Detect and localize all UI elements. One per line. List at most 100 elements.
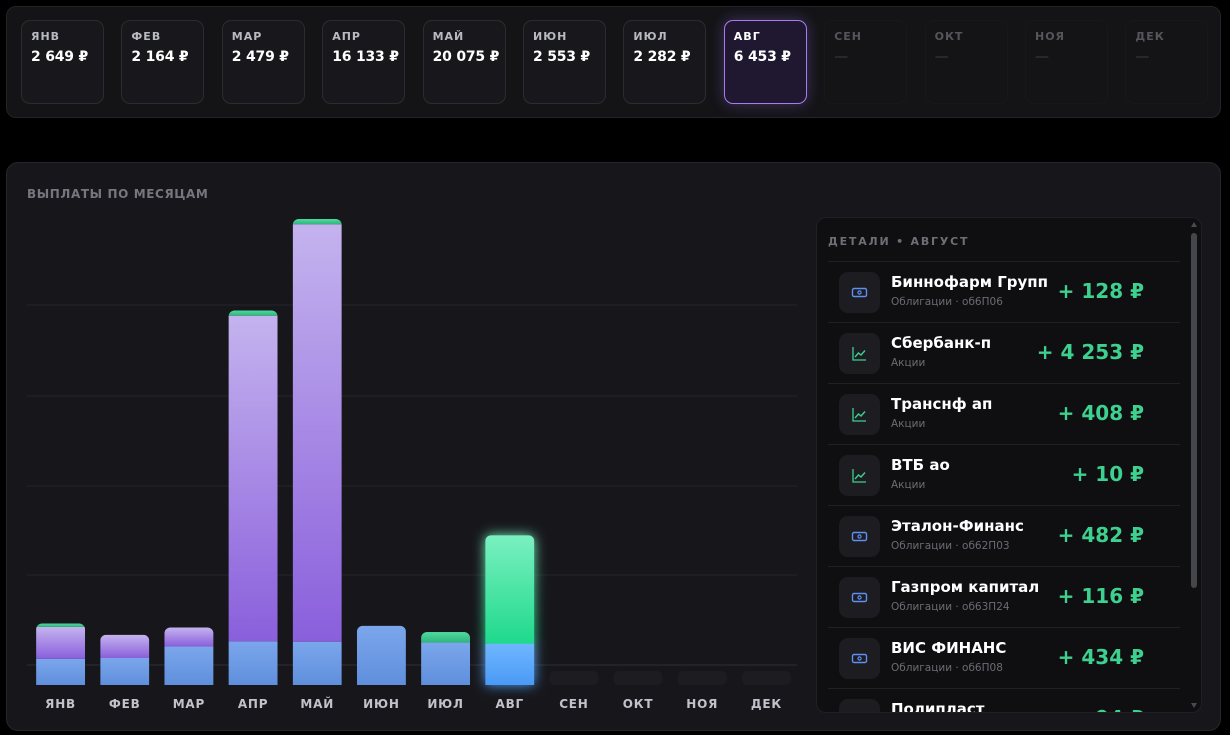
month-card-5[interactable]: МАЙ 20 075 ₽ <box>422 20 506 104</box>
details-scrollbar[interactable] <box>1190 222 1198 708</box>
x-tick-label-НОЯ: НОЯ <box>686 697 718 711</box>
bar-empty-ДЕК[interactable] <box>741 671 791 685</box>
bar-СЕН[interactable] <box>549 671 599 685</box>
month-card-4[interactable]: АПР 16 133 ₽ <box>322 20 406 104</box>
bar-ИЮН[interactable] <box>356 625 406 685</box>
month-card-label: НОЯ <box>1035 30 1066 43</box>
x-tick-label-ОКТ: ОКТ <box>623 697 654 711</box>
scroll-up-arrow-icon[interactable] <box>1191 222 1197 227</box>
detail-name: Биннофарм Групп <box>891 273 1049 291</box>
month-strip: ЯНВ 2 649 ₽ ФЕВ 2 164 ₽ МАР 2 479 ₽ АПР 16 133 … <box>6 6 1221 118</box>
stock-chart-icon <box>839 394 880 435</box>
bar-empty-СЕН[interactable] <box>549 671 599 685</box>
bar-АВГ[interactable] <box>485 535 535 685</box>
stock-chart-icon <box>839 333 880 374</box>
bar-МАР[interactable] <box>164 627 214 685</box>
bar-ИЮЛ[interactable] <box>421 632 471 685</box>
detail-subtitle: Акции <box>891 479 926 491</box>
month-card-label: СЕН <box>834 30 862 43</box>
bar-segment-ФЕВ-0 <box>100 658 150 685</box>
payouts-panel: ВЫПЛАТЫ ПО МЕСЯЦАМ <box>6 162 1221 731</box>
bar-segment-АВГ-0 <box>485 643 535 685</box>
chart-title: ВЫПЛАТЫ ПО МЕСЯЦАМ <box>27 187 209 201</box>
month-card-label: АВГ <box>733 30 761 43</box>
bar-segment-МАЙ-0 <box>292 641 342 685</box>
month-card-value: 2 282 ₽ <box>633 49 691 65</box>
month-card-label: МАР <box>231 30 263 43</box>
month-card-9[interactable]: СЕН — <box>824 20 908 104</box>
month-card-7[interactable]: ИЮЛ 2 282 ₽ <box>623 20 707 104</box>
bar-ФЕВ[interactable] <box>100 634 150 685</box>
detail-name: ВТБ ао <box>891 456 950 474</box>
details-panel[interactable]: ДЕТАЛИ • АВГУСТ Биннофарм Групп Облигации… <box>816 217 1202 713</box>
detail-row[interactable]: Эталон-Финанс Облигации · об62П03 + 482 ₽ <box>828 505 1180 566</box>
grid-lines <box>27 304 797 666</box>
bond-banknote-icon <box>839 516 880 557</box>
bar-АПР[interactable] <box>228 310 278 685</box>
month-card-1[interactable]: ЯНВ 2 649 ₽ <box>21 20 104 104</box>
detail-amount: + 434 ₽ <box>1057 645 1144 669</box>
detail-amount: + 116 ₽ <box>1057 584 1144 608</box>
bar-ОКТ[interactable] <box>613 671 663 685</box>
bar-segment-ЯНВ-0 <box>36 658 86 685</box>
detail-subtitle: Облигации · об63П24 <box>891 601 1010 613</box>
month-card-label: ДЕК <box>1135 30 1165 43</box>
x-tick-label-МАЙ: МАЙ <box>300 696 334 711</box>
detail-row[interactable]: Полипласт + 94 ₽ <box>828 688 1180 712</box>
x-tick-label-ФЕВ: ФЕВ <box>109 697 141 711</box>
x-tick-label-ИЮН: ИЮН <box>363 697 400 711</box>
x-axis-labels: ЯНВ ФЕВ МАР АПР МАЙ ИЮН ИЮЛ АВГ СЕН ОКТ НОЯ ДЕК <box>45 696 781 711</box>
month-card-11[interactable]: НОЯ — <box>1025 20 1108 104</box>
month-card-10[interactable]: ОКТ — <box>924 20 1008 104</box>
detail-amount: + 4 253 ₽ <box>1036 340 1144 364</box>
bar-segment-ИЮЛ-0 <box>421 642 471 685</box>
month-card-3[interactable]: МАР 2 479 ₽ <box>221 20 305 104</box>
bar-empty-ОКТ[interactable] <box>613 671 663 685</box>
month-card-label: МАЙ <box>432 30 465 43</box>
detail-row[interactable]: Биннофарм Групп Облигации · об6П06 + 128 ₽ <box>828 261 1180 322</box>
bar-ЯНВ[interactable] <box>36 623 86 685</box>
month-card-value: — <box>934 49 949 65</box>
scroll-down-arrow-icon[interactable] <box>1191 703 1197 708</box>
month-card-label: ИЮН <box>533 30 568 43</box>
bar-ДЕК[interactable] <box>741 671 791 685</box>
bar-segment-МАР-1 <box>164 627 214 647</box>
bar-НОЯ[interactable] <box>677 671 727 685</box>
detail-amount: + 482 ₽ <box>1057 523 1144 547</box>
month-card-value: 2 164 ₽ <box>131 49 189 65</box>
bar-segment-ФЕВ-1 <box>100 634 150 659</box>
x-tick-label-ЯНВ: ЯНВ <box>45 697 76 711</box>
month-card-2[interactable]: ФЕВ 2 164 ₽ <box>121 20 205 104</box>
bond-banknote-icon <box>839 638 880 679</box>
scroll-thumb[interactable] <box>1191 233 1197 588</box>
detail-amount: + 128 ₽ <box>1057 279 1144 303</box>
month-card-12[interactable]: ДЕК — <box>1125 20 1209 104</box>
bar-МАЙ[interactable] <box>292 219 342 685</box>
month-card-value: 2 649 ₽ <box>31 49 89 65</box>
detail-subtitle: Акции <box>891 357 926 369</box>
detail-row[interactable]: Газпром капитал Облигации · об63П24 + 116 … <box>828 566 1180 627</box>
details-list: Биннофарм Групп Облигации · об6П06 + 128 ₽… <box>828 261 1180 712</box>
detail-row[interactable]: ВТБ ао Акции + 10 ₽ <box>828 444 1180 505</box>
detail-row[interactable]: Транснф ап Акции + 408 ₽ <box>828 383 1180 444</box>
month-card-6[interactable]: ИЮН 2 553 ₽ <box>523 20 606 104</box>
month-card-8[interactable]: АВГ 6 453 ₽ <box>723 20 807 104</box>
bar-segment-МАР-0 <box>164 646 214 685</box>
bar-segment-АПР-2 <box>228 310 278 316</box>
x-tick-label-АВГ: АВГ <box>496 697 524 711</box>
detail-name: Эталон-Финанс <box>891 517 1024 535</box>
bar-segment-ЯНВ-1 <box>36 626 86 659</box>
bars <box>36 219 791 685</box>
details-title: ДЕТАЛИ • АВГУСТ <box>828 235 970 248</box>
month-card-value: — <box>1035 49 1049 65</box>
detail-row[interactable]: Сбербанк-п Акции + 4 253 ₽ <box>828 322 1180 383</box>
detail-amount: + 94 ₽ <box>1072 706 1144 712</box>
payouts-bar-chart: ЯНВ ФЕВ МАР АПР МАЙ ИЮН ИЮЛ АВГ СЕН ОКТ НОЯ ДЕК <box>27 219 797 711</box>
detail-row[interactable]: ВИС ФИНАНС Облигации · об6П08 + 434 ₽ <box>828 627 1180 688</box>
month-card-value: — <box>834 49 848 65</box>
x-tick-label-МАР: МАР <box>173 697 205 711</box>
bar-empty-НОЯ[interactable] <box>677 671 727 685</box>
month-card-value: 6 453 ₽ <box>733 49 791 65</box>
bar-segment-ИЮЛ-2 <box>421 632 471 643</box>
month-card-label: ФЕВ <box>131 30 162 43</box>
